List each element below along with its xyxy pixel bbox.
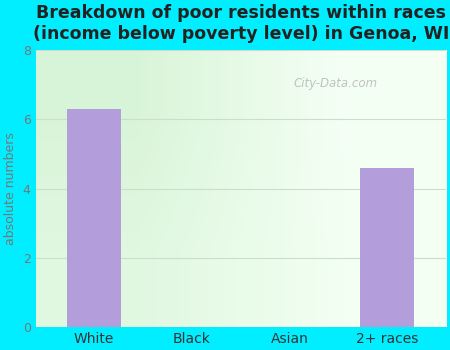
Bar — [360, 168, 414, 327]
Bar — [68, 109, 121, 327]
Y-axis label: absolute numbers: absolute numbers — [4, 132, 17, 245]
Title: Breakdown of poor residents within races
(income below poverty level) in Genoa, : Breakdown of poor residents within races… — [32, 4, 449, 43]
Text: City-Data.com: City-Data.com — [293, 77, 377, 90]
